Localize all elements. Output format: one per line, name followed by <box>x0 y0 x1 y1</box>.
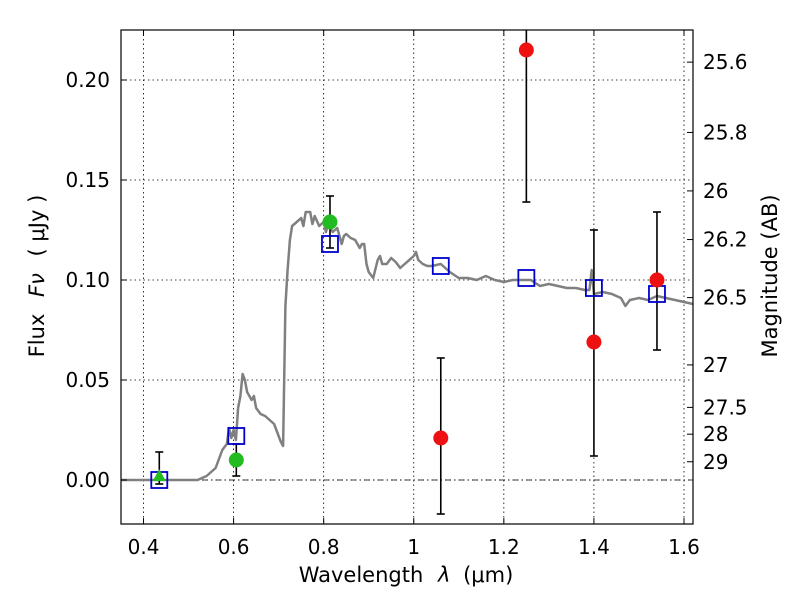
model-photometry-markers <box>150 235 666 489</box>
x-tick-label-5: 1.4 <box>578 535 610 559</box>
red-point-2 <box>586 334 602 350</box>
x-tick-label-0: 0.4 <box>128 535 160 559</box>
y2-axis-label: Magnitude (AB) <box>758 194 782 357</box>
x-axis-label-symbol: λ <box>437 563 450 587</box>
x-tick-label-1: 0.6 <box>218 535 250 559</box>
detection-point-1 <box>322 214 338 230</box>
y2-tick-label-0: 25.6 <box>703 50 748 74</box>
y-axis-label-text: Flux <box>25 314 49 358</box>
x-tick-label-4: 1.2 <box>488 535 520 559</box>
plot-frame <box>120 29 694 525</box>
y-axis: 0.00 0.05 0.10 0.15 0.20 <box>65 68 127 492</box>
red-point-1 <box>518 42 534 58</box>
upper-limit-triangle-0 <box>152 469 166 481</box>
x-tick-label-2: 0.8 <box>308 535 340 559</box>
y2-axis: 25.6 25.8 26 26.2 26.5 27 27.5 28 29 <box>687 50 748 474</box>
x-tick-label-3: 1 <box>407 535 420 559</box>
y-tick-label-3: 0.15 <box>65 168 110 192</box>
y2-tick-label-2: 26 <box>703 179 728 203</box>
x-axis: 0.4 0.6 0.8 1 1.2 1.4 1.6 <box>128 30 700 559</box>
y2-tick-label-4: 26.5 <box>703 286 748 310</box>
x-axis-label: Wavelength λ (μm) <box>299 563 514 587</box>
x-axis-label-text: Wavelength <box>299 563 424 587</box>
red-point-3 <box>649 272 665 288</box>
model-spectrum-line <box>121 210 694 482</box>
model-photometry-square-1 <box>227 427 246 445</box>
x-tick-label-6: 1.6 <box>668 535 700 559</box>
y2-tick-label-5: 27 <box>703 353 728 377</box>
observed-points <box>152 42 665 481</box>
y-axis-label: Flux Fν ( μJy ) <box>25 195 49 358</box>
plot-background <box>121 30 693 524</box>
model-photometry-square-2 <box>321 235 339 253</box>
model-photometry-square-5 <box>585 279 603 297</box>
model-photometry-square-4 <box>517 269 536 287</box>
model-photometry-square-3 <box>431 257 450 275</box>
y2-tick-label-3: 26.2 <box>703 228 748 252</box>
x-axis-label-unit: (μm) <box>463 563 513 587</box>
y-tick-label-1: 0.05 <box>65 368 110 392</box>
y-axis-label-symbol: Fν <box>25 273 49 297</box>
detection-point-0 <box>228 452 244 468</box>
y2-tick-label-1: 25.8 <box>703 120 748 144</box>
red-point-0 <box>433 430 449 446</box>
y-tick-label-4: 0.20 <box>65 68 110 92</box>
y-axis-label-unit: ( μJy ) <box>25 195 49 257</box>
y2-tick-label-8: 29 <box>703 450 728 474</box>
y-tick-label-0: 0.00 <box>65 468 110 492</box>
y2-tick-label-7: 28 <box>703 422 728 446</box>
y2-tick-label-6: 27.5 <box>703 395 748 419</box>
y-tick-label-2: 0.10 <box>65 268 110 292</box>
